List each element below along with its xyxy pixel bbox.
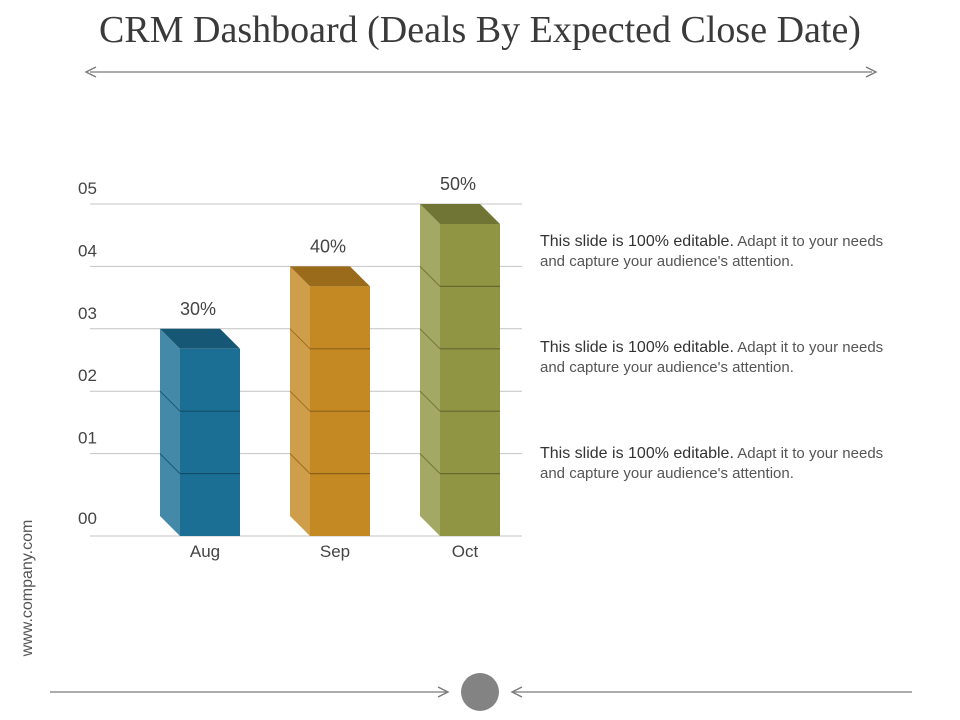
x-tick-label: Sep <box>320 542 350 561</box>
slide-title: CRM Dashboard (Deals By Expected Close D… <box>99 9 861 51</box>
bar-front-face <box>180 348 240 536</box>
x-tick-label: Aug <box>190 542 220 561</box>
description-2: This slide is 100% editable. Adapt it to… <box>540 338 910 378</box>
description-3: This slide is 100% editable. Adapt it to… <box>540 444 910 484</box>
bar-top-face <box>420 204 500 224</box>
bar-top-face <box>160 328 240 349</box>
cube-separator <box>289 390 311 412</box>
y-tick-label: 01 <box>78 429 97 448</box>
cube-separator <box>419 453 441 474</box>
description-1: This slide is 100% editable. Adapt it to… <box>540 232 910 272</box>
bar-oct <box>419 204 500 536</box>
description-bold: This slide is 100% editable. <box>540 445 734 462</box>
bar-top-face <box>290 266 370 287</box>
data-label: 50% <box>440 174 476 194</box>
bar-side-face <box>160 328 180 536</box>
bar-aug <box>159 328 240 536</box>
bar-sep <box>289 266 370 536</box>
cube-separator <box>159 453 181 474</box>
y-tick-label: 00 <box>78 509 97 528</box>
cube-separator <box>289 453 311 474</box>
y-tick-label: 03 <box>78 304 97 323</box>
bar-front-face <box>440 224 500 536</box>
y-tick-label: 05 <box>78 179 97 198</box>
bar-side-face <box>420 204 440 536</box>
website-url: www.company.com <box>19 519 36 657</box>
bottom-arrows <box>50 686 912 698</box>
description-text: Adapt it to your needs and capture your … <box>540 339 884 376</box>
x-tick-label: Oct <box>452 542 479 561</box>
center-circle <box>461 673 499 711</box>
y-tick-label: 02 <box>78 366 97 385</box>
data-label: 40% <box>310 236 346 256</box>
data-label: 30% <box>180 299 216 319</box>
cube-separator <box>289 328 311 350</box>
cube-separator <box>419 390 441 412</box>
description-text: Adapt it to your needs and capture your … <box>540 445 884 482</box>
top-double-arrow <box>84 66 878 78</box>
description-text: Adapt it to your needs and capture your … <box>540 233 884 270</box>
cube-separator <box>419 266 441 287</box>
description-bold: This slide is 100% editable. <box>540 233 734 250</box>
cube-separator <box>159 390 181 412</box>
cube-separator <box>419 328 441 350</box>
y-tick-label: 04 <box>78 241 97 260</box>
description-bold: This slide is 100% editable. <box>540 339 734 356</box>
